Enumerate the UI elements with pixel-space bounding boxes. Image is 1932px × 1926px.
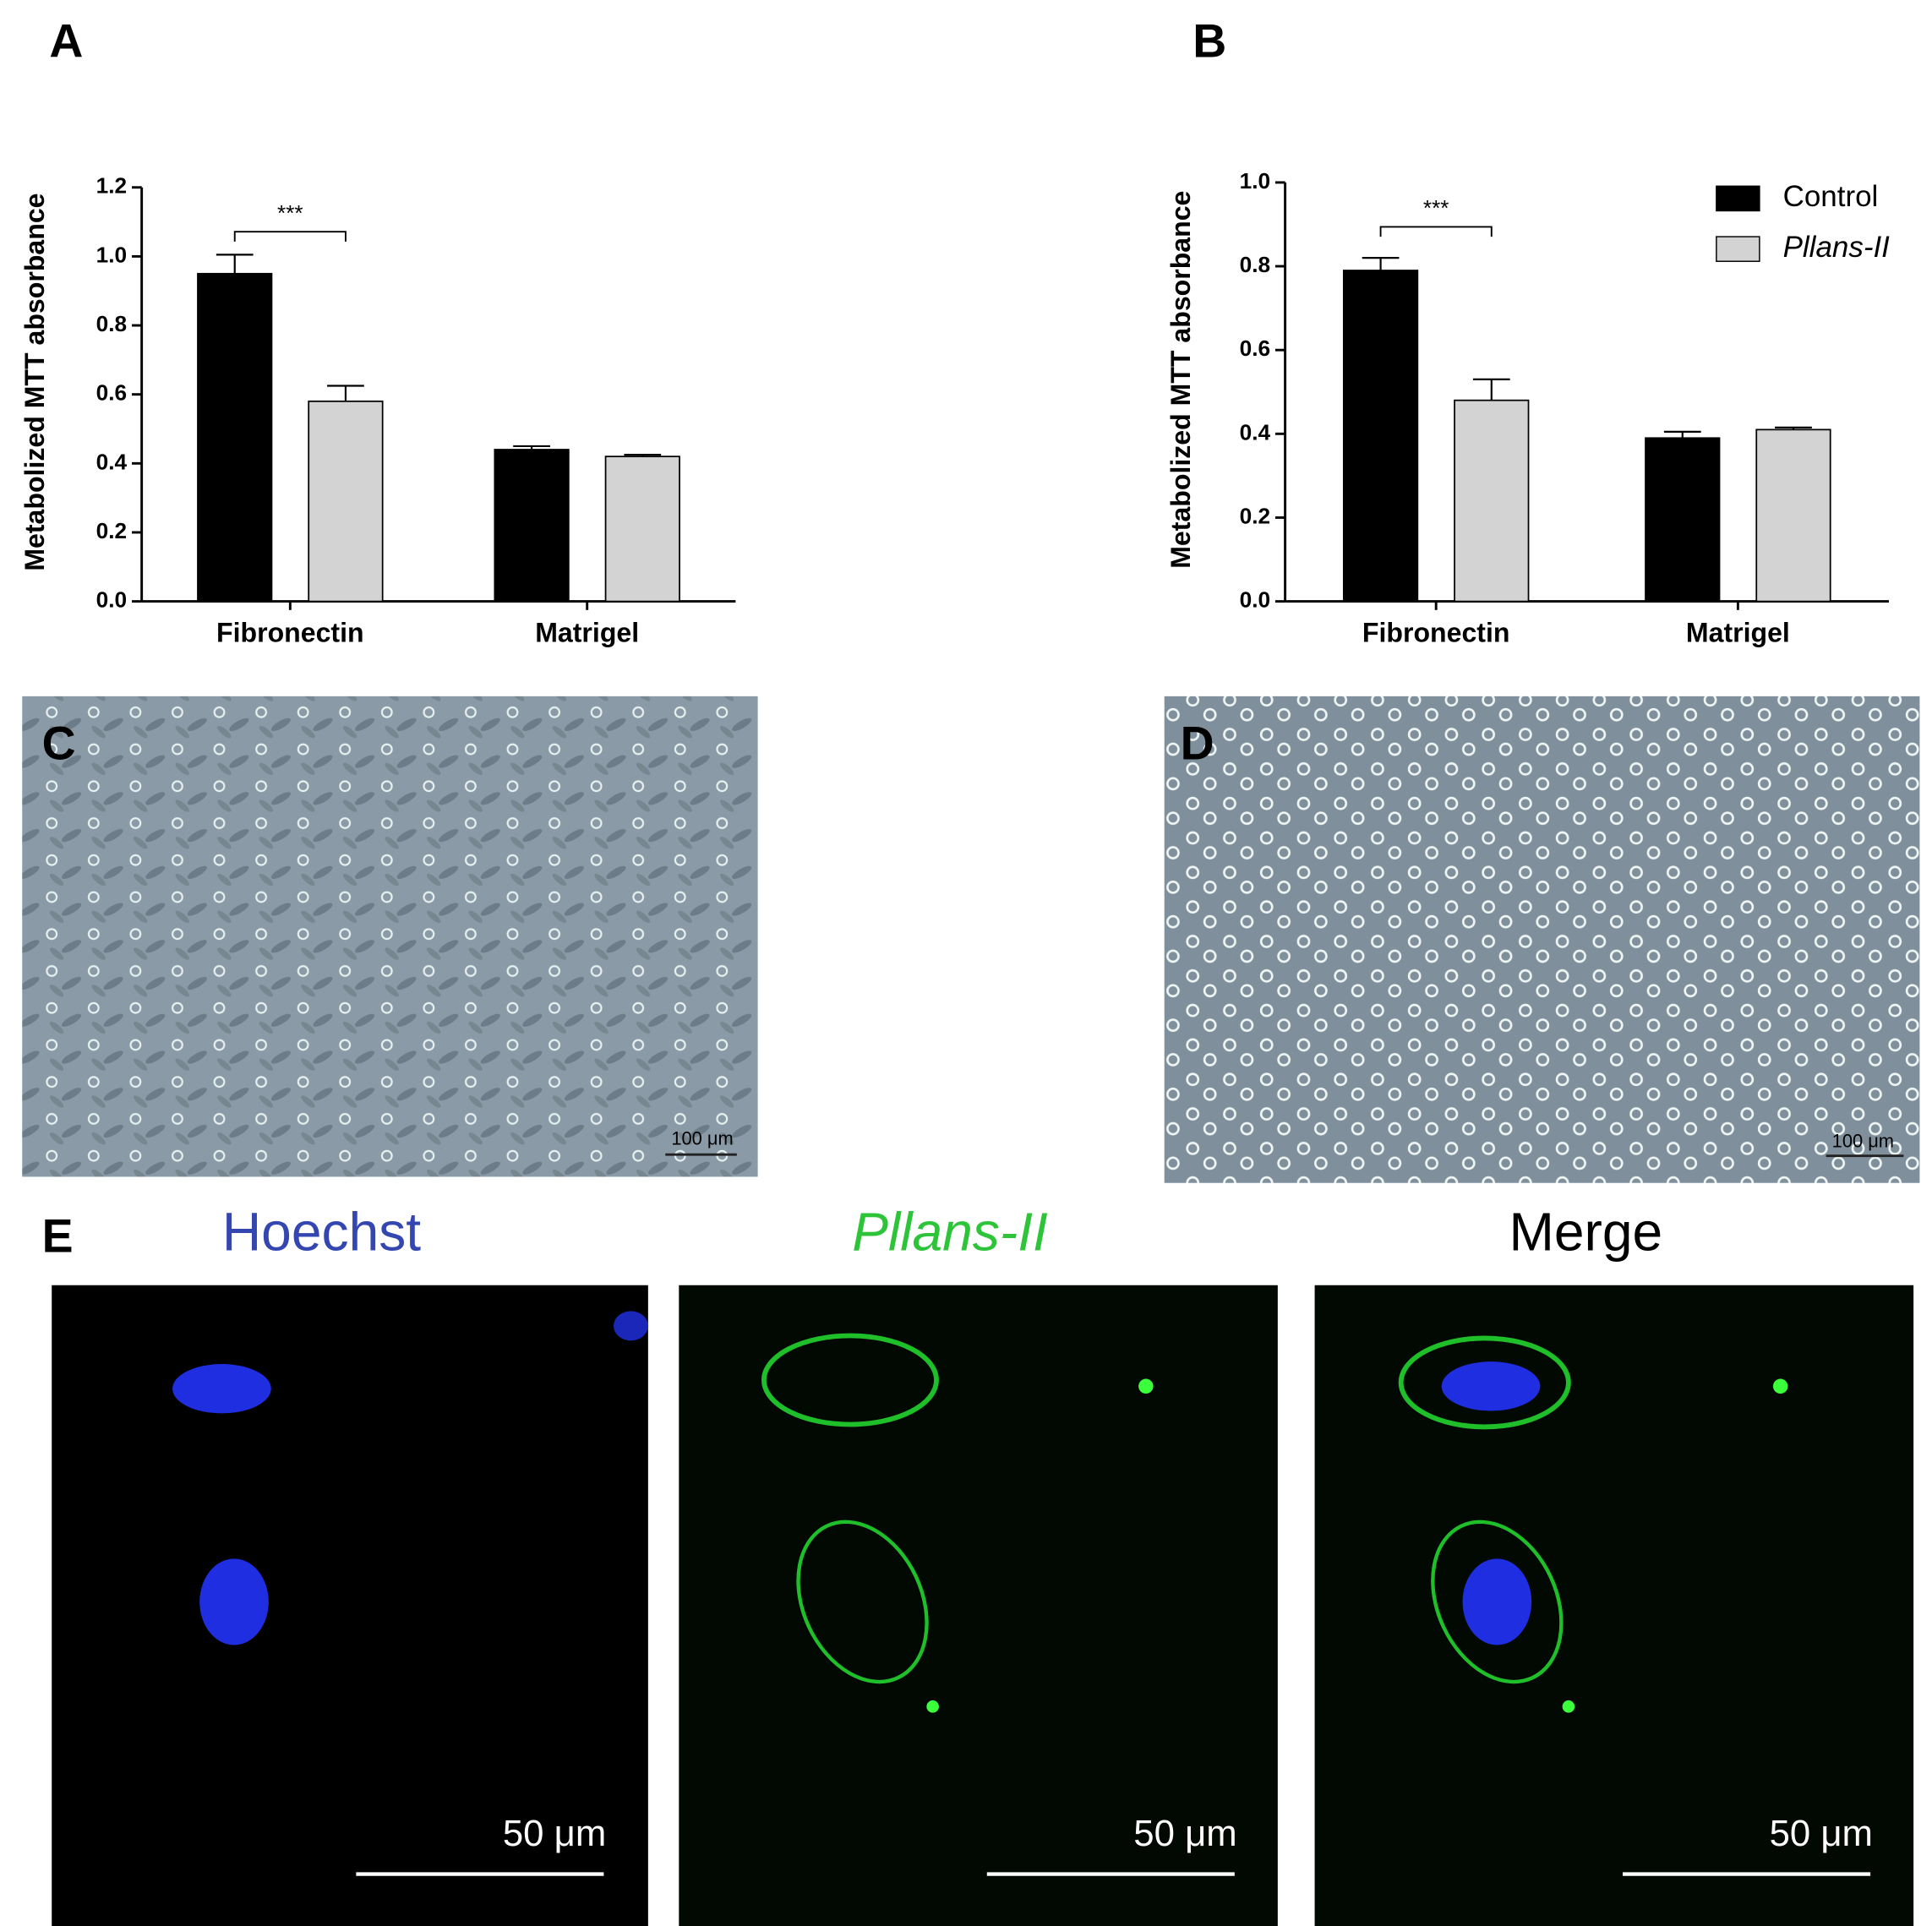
y-axis-label: Metabolized MTT absorbance [19,194,50,571]
error-bar [327,385,364,401]
legend-label: Pllans-II [1783,231,1891,264]
y-tick-label: 1.0 [1240,168,1270,194]
bar [308,400,384,603]
bar [1454,399,1530,603]
error-bar [1362,257,1400,271]
bar [1755,428,1831,603]
y-axis-label: Metabolized MTT absorbance [1165,191,1196,569]
panel-label: B [1192,14,1226,67]
legend-label: Control [1783,180,1879,213]
significance-bracket [1379,226,1493,237]
y-tick-label: 0.8 [1240,252,1270,277]
y-tick-label: 0.6 [1240,336,1270,361]
significance-label: *** [277,200,303,226]
channel-title: Pllans-II [852,1201,1048,1262]
x-tick-label: Matrigel [535,617,639,647]
fluorescence-panels: 50 μm 50 μm 50 μm Hoechst Pllans-II Merg… [52,1201,1914,1926]
channel-title: Merge [1509,1201,1662,1262]
panel-label: E [42,1209,74,1262]
error-bar [1472,378,1510,401]
x-tick-label: Fibronectin [1362,617,1510,647]
y-tick-label: 0.8 [96,311,127,336]
scale-bar-label: 50 μm [1133,1813,1236,1854]
y-tick-label: 0.0 [96,587,127,613]
panel-label: A [49,14,83,67]
micrograph-c: 100 μm [22,696,758,1177]
panel-label: D [1181,717,1214,769]
channel-title: Hoechst [222,1201,421,1262]
y-tick-label: 0.0 [1240,587,1270,613]
bar [197,272,273,603]
y-tick-label: 0.2 [1240,503,1270,528]
panel-label: C [42,717,76,769]
legend-swatch [1716,236,1760,262]
x-tick-label: Fibronectin [216,617,364,647]
significance-label: *** [1423,195,1449,221]
bar [1645,437,1721,603]
scale-bar-label: 100 μm [1832,1130,1894,1151]
y-tick-label: 1.0 [96,242,127,267]
y-tick-label: 1.2 [96,173,127,199]
significance-bracket [233,231,347,242]
error-bar [1663,430,1701,439]
error-bar [216,254,254,274]
scale-bar-label: 50 μm [1770,1813,1873,1854]
scale-bar-label: 100 μm [671,1127,733,1149]
x-tick-label: Matrigel [1686,617,1790,647]
micrograph-d: 100 μm [1164,696,1920,1183]
error-bar [624,454,662,457]
y-tick-label: 0.6 [96,380,127,406]
y-tick-label: 0.4 [1240,419,1271,445]
bar [1342,270,1419,603]
error-bar [1775,426,1812,430]
y-tick-label: 0.2 [96,518,127,543]
bar [494,449,570,603]
y-tick-label: 0.4 [96,449,128,474]
bar [604,456,680,603]
scale-bar-label: 50 μm [503,1813,606,1854]
legend-swatch [1716,185,1760,212]
error-bar [513,445,550,450]
